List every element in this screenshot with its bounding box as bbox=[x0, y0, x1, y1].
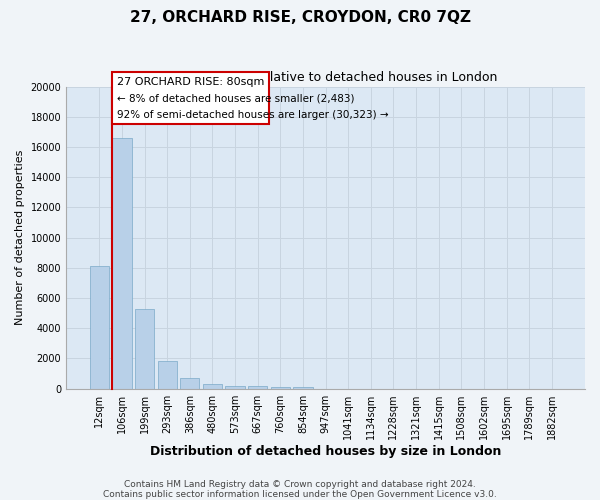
X-axis label: Distribution of detached houses by size in London: Distribution of detached houses by size … bbox=[150, 444, 501, 458]
Text: 27 ORCHARD RISE: 80sqm: 27 ORCHARD RISE: 80sqm bbox=[117, 77, 264, 87]
Text: Contains HM Land Registry data © Crown copyright and database right 2024.: Contains HM Land Registry data © Crown c… bbox=[124, 480, 476, 489]
Title: Size of property relative to detached houses in London: Size of property relative to detached ho… bbox=[154, 71, 497, 84]
Text: Contains public sector information licensed under the Open Government Licence v3: Contains public sector information licen… bbox=[103, 490, 497, 499]
FancyBboxPatch shape bbox=[112, 72, 269, 124]
Text: 27, ORCHARD RISE, CROYDON, CR0 7QZ: 27, ORCHARD RISE, CROYDON, CR0 7QZ bbox=[130, 10, 470, 25]
Bar bbox=[135, 308, 154, 388]
Y-axis label: Number of detached properties: Number of detached properties bbox=[15, 150, 25, 326]
Bar bbox=[90, 266, 109, 388]
Text: 92% of semi-detached houses are larger (30,323) →: 92% of semi-detached houses are larger (… bbox=[117, 110, 389, 120]
Bar bbox=[248, 386, 268, 388]
Bar bbox=[158, 362, 177, 388]
Bar bbox=[180, 378, 199, 388]
Bar bbox=[226, 386, 245, 388]
Bar bbox=[203, 384, 222, 388]
Bar bbox=[112, 138, 131, 388]
Bar bbox=[271, 387, 290, 388]
Text: ← 8% of detached houses are smaller (2,483): ← 8% of detached houses are smaller (2,4… bbox=[117, 94, 355, 104]
